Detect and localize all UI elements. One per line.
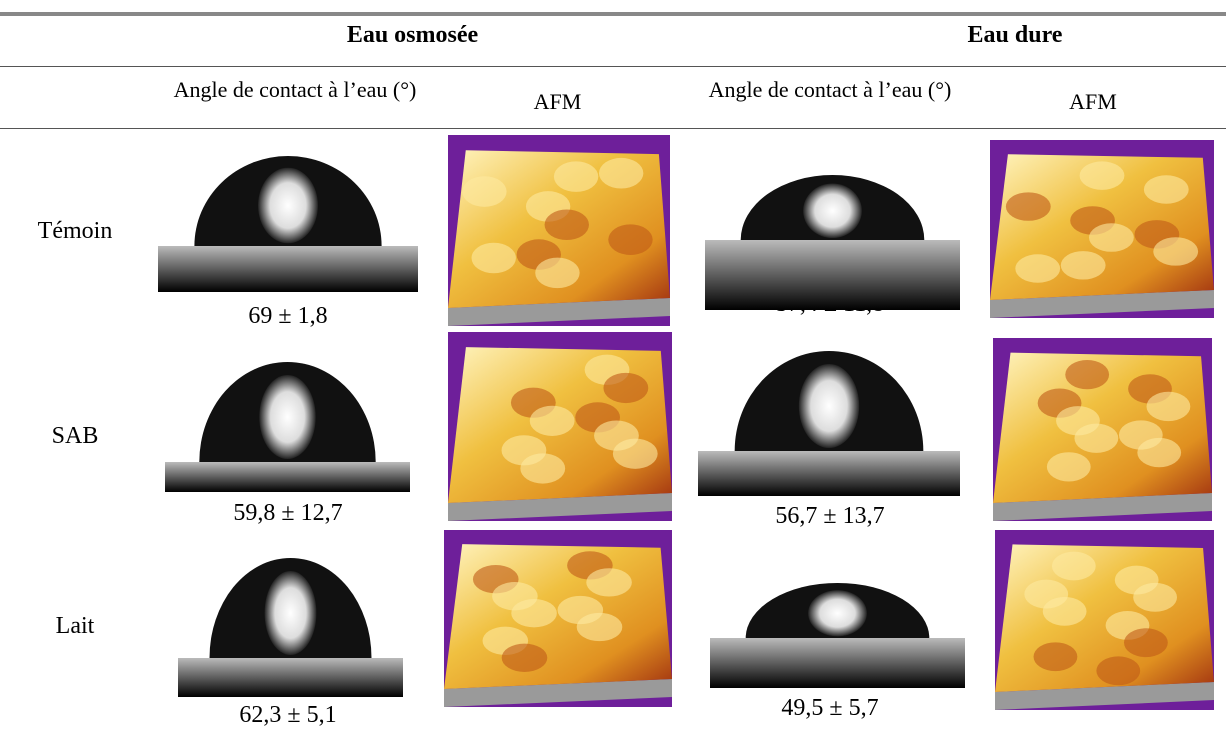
subheader: Angle de contact à l’eau (°) — [708, 77, 952, 102]
group-header: Eau osmosée — [346, 22, 479, 48]
afm-image — [448, 135, 670, 326]
drop-image — [165, 340, 410, 492]
afm-image — [448, 332, 672, 521]
contact-angle: 56,7 ± 13,7 — [775, 503, 885, 529]
contact-angle: 49,5 ± 5,7 — [781, 695, 879, 721]
contact-angle: 69 ± 1,8 — [248, 303, 328, 329]
contact-angle: 62,3 ± 5,1 — [239, 702, 337, 728]
drop-image — [158, 138, 418, 292]
row-label: SAB — [51, 423, 99, 449]
drop-image — [698, 335, 960, 496]
afm-image — [990, 140, 1214, 318]
drop-image — [705, 165, 960, 310]
top-rule — [0, 12, 1226, 16]
row-label: Lait — [55, 613, 95, 639]
contact-angle: 59,8 ± 12,7 — [233, 500, 343, 526]
subheader: AFM — [533, 89, 582, 114]
subheader-rule — [0, 128, 1226, 129]
drop-image — [710, 570, 965, 688]
header-rule — [0, 66, 1226, 67]
afm-image — [993, 338, 1212, 521]
group-header: Eau dure — [967, 22, 1063, 48]
drop-image — [178, 540, 403, 697]
afm-image — [995, 530, 1214, 710]
row-label: Témoin — [37, 218, 113, 244]
subheader: Angle de contact à l’eau (°) — [173, 77, 417, 102]
subheader: AFM — [1069, 89, 1117, 114]
afm-image — [444, 530, 672, 707]
